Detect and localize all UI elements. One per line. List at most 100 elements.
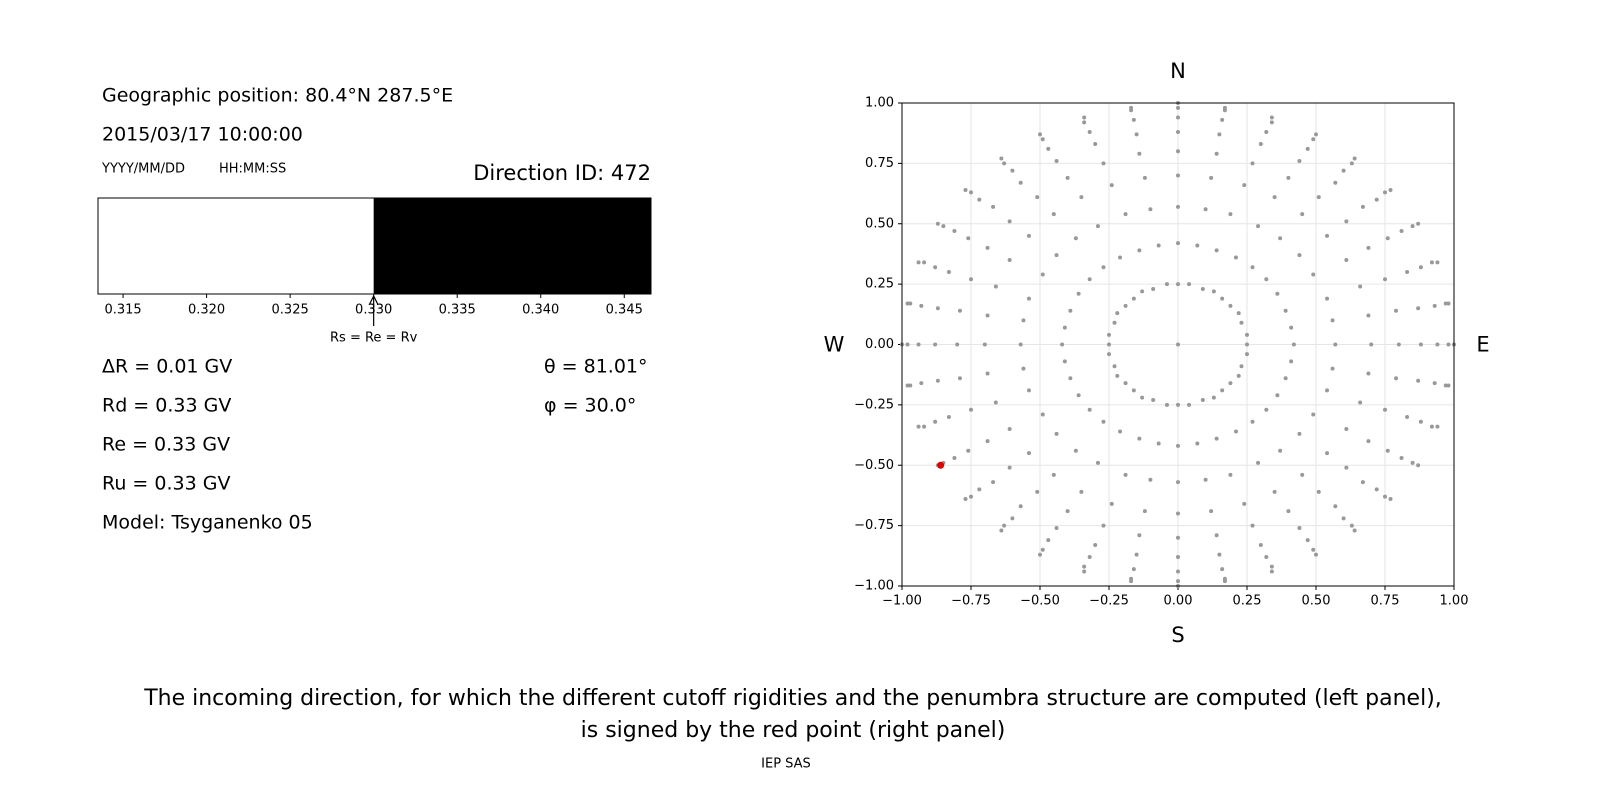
time-format: HH:MM:SS	[219, 162, 286, 177]
direction-point	[1228, 212, 1233, 217]
y-tick-label: 1.00	[865, 96, 894, 111]
direction-point	[1010, 168, 1015, 173]
direction-point	[1134, 132, 1139, 137]
direction-point	[941, 224, 946, 229]
direction-point	[1405, 414, 1410, 419]
direction-point	[1245, 332, 1249, 337]
direction-point	[1275, 291, 1280, 296]
direction-point	[1140, 289, 1145, 294]
direction-point	[1311, 272, 1316, 277]
direction-point	[1054, 526, 1059, 531]
direction-point	[1101, 161, 1106, 166]
direction-point	[1360, 204, 1365, 209]
direction-point	[1040, 272, 1045, 277]
direction-point	[935, 221, 940, 226]
direction-point	[1383, 494, 1387, 499]
direction-point	[1176, 579, 1180, 584]
direction-point	[1297, 253, 1302, 258]
direction-point	[1046, 146, 1051, 151]
direction-point	[1416, 306, 1421, 311]
theta: θ = 81.01°	[544, 356, 648, 378]
direction-point	[933, 342, 938, 347]
caption-line: is signed by the red point (right panel)	[581, 718, 1006, 743]
direction-point	[1418, 419, 1423, 424]
direction-point	[1250, 419, 1255, 424]
x-tick-label: 0.315	[104, 303, 141, 318]
direction-point	[1316, 195, 1321, 200]
direction-point	[1137, 436, 1142, 441]
direction-point	[1325, 388, 1330, 393]
direction-point	[1242, 183, 1247, 188]
direction-point	[1314, 552, 1318, 557]
direction-point	[1115, 373, 1120, 378]
direction-point	[1316, 489, 1321, 494]
direction-point	[1054, 431, 1059, 436]
x-tick-label: 0.340	[522, 303, 559, 318]
direction-point	[1018, 180, 1023, 185]
direction-point	[1203, 477, 1208, 482]
direction-point	[1410, 460, 1415, 465]
direction-point	[1289, 359, 1294, 364]
direction-point	[1164, 402, 1169, 407]
direction-point	[1156, 243, 1161, 248]
direction-point	[1245, 342, 1249, 347]
direction-point	[1214, 248, 1219, 253]
marker-label: Rs = Re = Rv	[330, 331, 418, 346]
direction-point	[1007, 427, 1012, 432]
direction-point	[1443, 301, 1448, 306]
direction-point	[1164, 282, 1169, 287]
direction-point	[1010, 516, 1015, 521]
direction-point	[1305, 146, 1310, 151]
direction-point	[1399, 456, 1404, 461]
y-tick-label: −1.00	[854, 579, 894, 594]
direction-point	[1330, 318, 1335, 323]
direction-point	[1018, 504, 1023, 509]
direction-point	[1156, 441, 1161, 446]
direction-point	[1018, 342, 1023, 347]
direction-point	[1176, 569, 1180, 574]
direction-point	[1369, 342, 1374, 347]
direction-point	[1118, 255, 1123, 260]
direction-point	[1112, 364, 1117, 369]
direction-point	[982, 342, 987, 347]
direction-point	[1228, 303, 1233, 308]
direction-point	[1325, 296, 1330, 301]
direction-point	[1007, 219, 1012, 224]
direction-point	[1054, 158, 1059, 163]
direction-point	[1068, 376, 1073, 381]
direction-point	[1344, 219, 1349, 224]
direction-point	[1325, 451, 1330, 456]
direction-point	[991, 204, 996, 209]
direction-point	[1007, 465, 1012, 470]
direction-point	[1115, 311, 1120, 316]
direction-point	[1087, 555, 1092, 560]
direction-point	[1211, 395, 1216, 400]
direction-point	[1054, 253, 1059, 258]
direction-point	[1358, 284, 1363, 289]
direction-point	[1416, 378, 1421, 383]
direction-point	[1093, 142, 1098, 147]
direction-point	[1228, 472, 1233, 477]
direction-point	[1416, 221, 1421, 226]
rigidity-rd: Rd = 0.33 GV	[102, 395, 231, 417]
compass-north: N	[1170, 59, 1186, 83]
direction-point	[1176, 204, 1180, 209]
direction-point	[1344, 257, 1349, 262]
axes-frame	[97, 197, 652, 295]
rigidity-re: Re = 0.33 GV	[102, 434, 230, 456]
direction-point	[905, 301, 910, 306]
direction-point	[1220, 388, 1225, 393]
direction-point	[1297, 526, 1302, 531]
compass-west: W	[824, 333, 845, 357]
direction-point	[1446, 342, 1451, 347]
y-tick-label: 0.75	[865, 156, 894, 171]
direction-point	[1269, 115, 1274, 120]
direction-point	[1432, 303, 1437, 308]
direction-point	[993, 400, 998, 405]
direction-point	[1200, 398, 1205, 403]
direction-point	[1352, 528, 1357, 533]
direction-point	[957, 376, 962, 381]
penumbra-segment	[98, 198, 374, 294]
y-tick-label: 0.25	[865, 277, 894, 292]
direction-point	[933, 265, 938, 270]
